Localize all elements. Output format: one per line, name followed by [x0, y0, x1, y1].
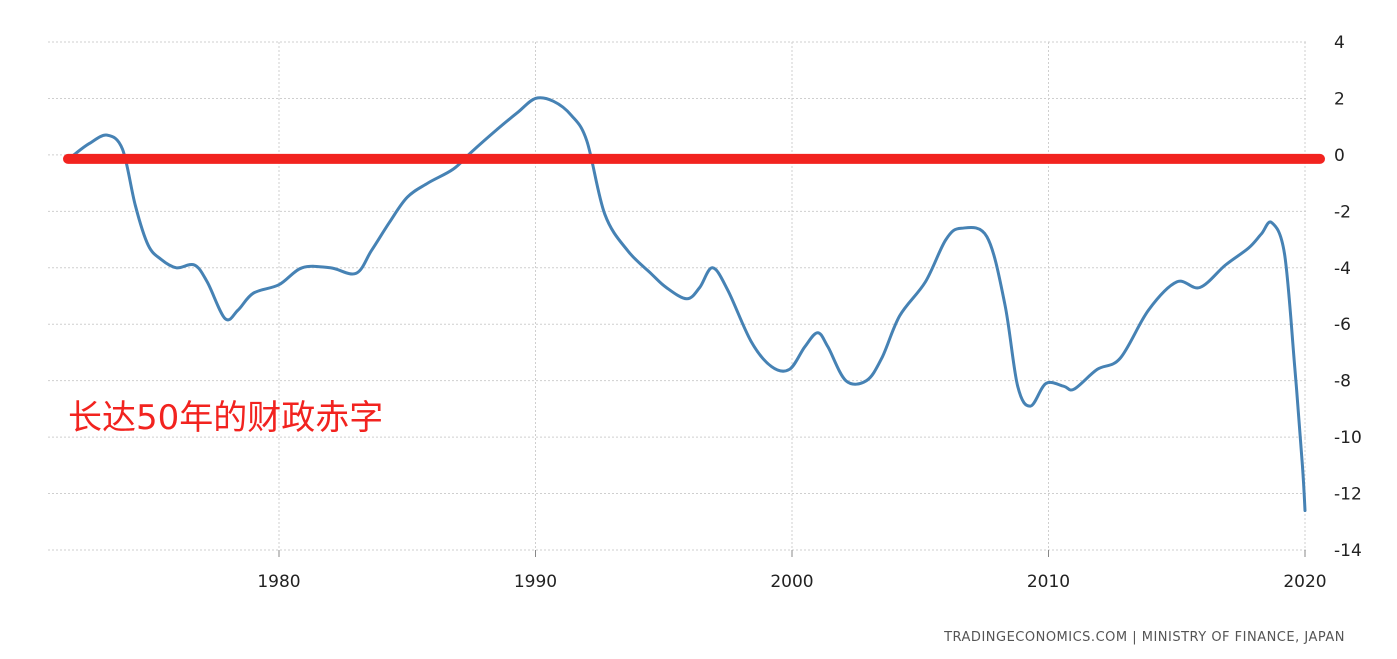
y-tick-label: -8 — [1334, 372, 1351, 392]
y-tick-label: 0 — [1334, 146, 1345, 166]
series-layer — [72, 96, 1307, 512]
x-tick-label: 1990 — [514, 572, 557, 592]
y-tick-label: -4 — [1334, 259, 1351, 279]
y-tick-label: 4 — [1334, 33, 1345, 53]
y-tick-label: -12 — [1334, 485, 1362, 505]
x-tick-label: 2000 — [770, 572, 813, 592]
y-tick-label: -6 — [1334, 315, 1351, 335]
series-line — [72, 96, 1307, 512]
y-axis: 4 2 0 -2 -4 -6 -8 -10 -12 -14 — [1334, 33, 1362, 561]
y-tick-label: -2 — [1334, 202, 1351, 222]
y-tick-label: -10 — [1334, 428, 1362, 448]
y-tick-label: -14 — [1334, 541, 1362, 561]
x-tick-label: 2020 — [1283, 572, 1326, 592]
source-credit: TRADINGECONOMICS.COM | MINISTRY OF FINAN… — [944, 630, 1345, 645]
y-tick-label: 2 — [1334, 89, 1345, 109]
chart-annotation: 长达50年的财政赤字 — [68, 398, 384, 438]
x-axis: 1980 1990 2000 2010 2020 — [257, 550, 1327, 592]
x-tick-label: 1980 — [257, 572, 300, 592]
x-tick-label: 2010 — [1027, 572, 1070, 592]
